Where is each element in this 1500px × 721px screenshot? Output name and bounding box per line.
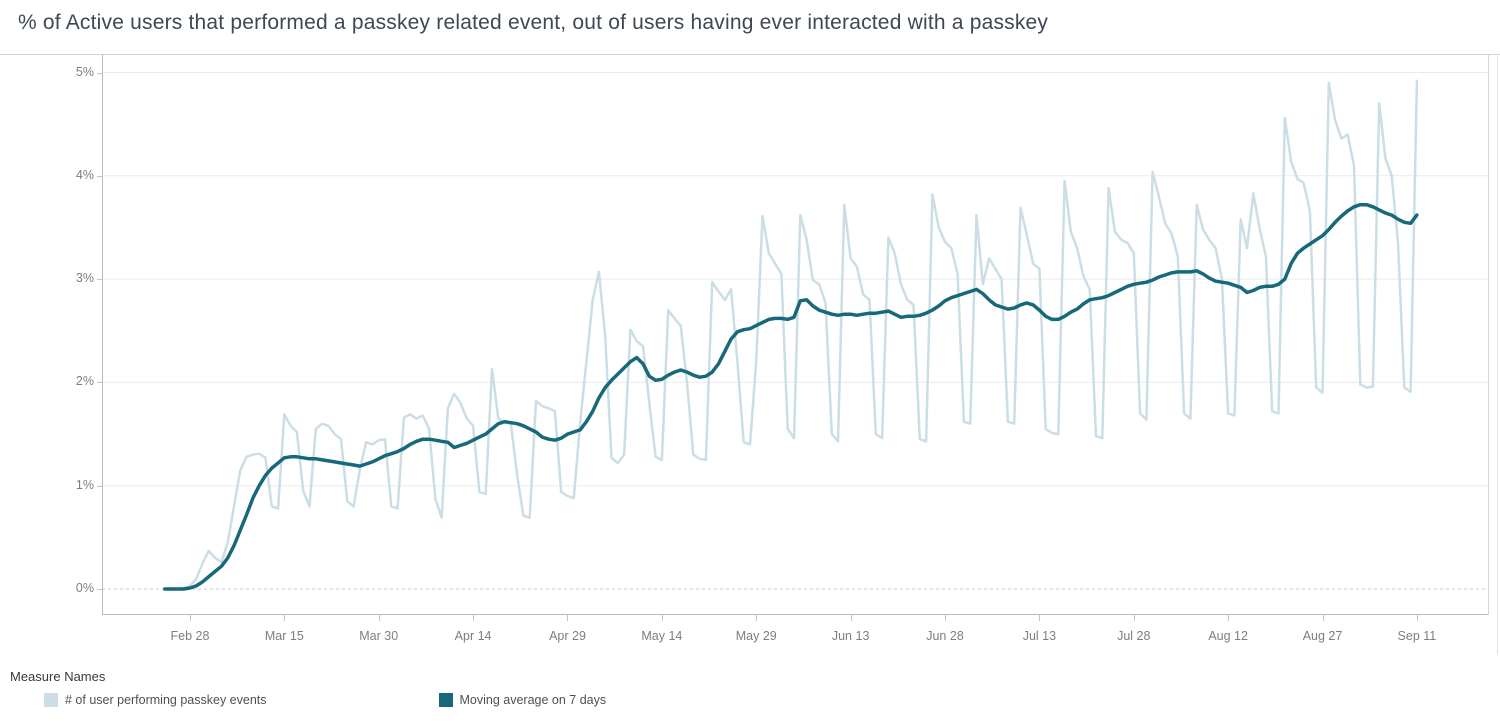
x-tick-label: Aug 27 [1302,629,1343,643]
y-tick-label: 3% [75,271,94,286]
y-tick-mark [97,279,102,281]
legend-label-raw-series: # of user performing passkey events [65,693,267,707]
legend-label-moving-average: Moving average on 7 days [459,693,607,707]
y-tick-label: 4% [75,167,94,182]
pane-right-edge [1497,54,1498,654]
x-tick-mark [756,615,758,621]
x-tick-mark [1228,615,1230,621]
x-tick-mark [1133,615,1135,621]
y-tick-label: 5% [75,64,94,79]
chart-top-border [0,54,1500,55]
x-tick-mark [945,615,946,621]
x-tick-mark [661,615,663,621]
x-tick-label: Sep 11 [1397,629,1437,643]
x-tick-mark [1322,615,1324,621]
x-tick-label: Jun 13 [831,629,870,643]
x-tick-mark [1039,615,1041,621]
y-tick-label: 2% [75,374,94,389]
legend: # of user performing passkey events Movi… [44,693,606,707]
moving-average-line [163,202,1419,591]
y-tick-label: 0% [75,581,94,595]
x-tick-label: Aug 12 [1208,629,1248,643]
y-tick-mark [97,175,102,177]
y-tick-mark [97,382,102,384]
raw-series-line [163,79,1419,591]
x-tick-mark [378,615,380,621]
y-tick-mark [97,589,102,590]
x-tick-mark [1416,615,1418,621]
x-tick-label: Apr 14 [454,629,492,643]
x-tick-label: Jul 28 [1117,629,1151,643]
x-tick-label: Jul 13 [1022,629,1057,643]
x-tick-mark [567,615,569,621]
legend-swatch-raw-series[interactable] [44,693,58,707]
x-tick-label: Mar 30 [359,629,399,643]
x-tick-mark [473,615,475,621]
plot-svg[interactable] [102,54,1489,615]
chart-title: % of Active users that performed a passk… [18,11,1049,34]
y-tick-mark [97,72,102,74]
x-tick-mark [850,615,852,621]
x-tick-label: May 14 [641,629,683,643]
x-tick-mark [189,615,191,621]
legend-swatch-moving-average[interactable] [438,693,453,707]
legend-title: Measure Names [10,669,106,684]
x-tick-label: Feb 28 [170,629,210,643]
x-tick-label: Apr 29 [549,629,586,643]
legend-item-moving-average[interactable]: Moving average on 7 days [438,693,607,707]
legend-item-raw-series[interactable]: # of user performing passkey events [44,693,267,707]
x-tick-label: Mar 15 [264,629,304,643]
y-tick-mark [97,485,102,487]
x-tick-mark [284,615,286,621]
y-tick-label: 1% [75,477,94,492]
x-tick-label: Jun 28 [926,629,964,643]
x-tick-label: May 29 [735,629,777,643]
